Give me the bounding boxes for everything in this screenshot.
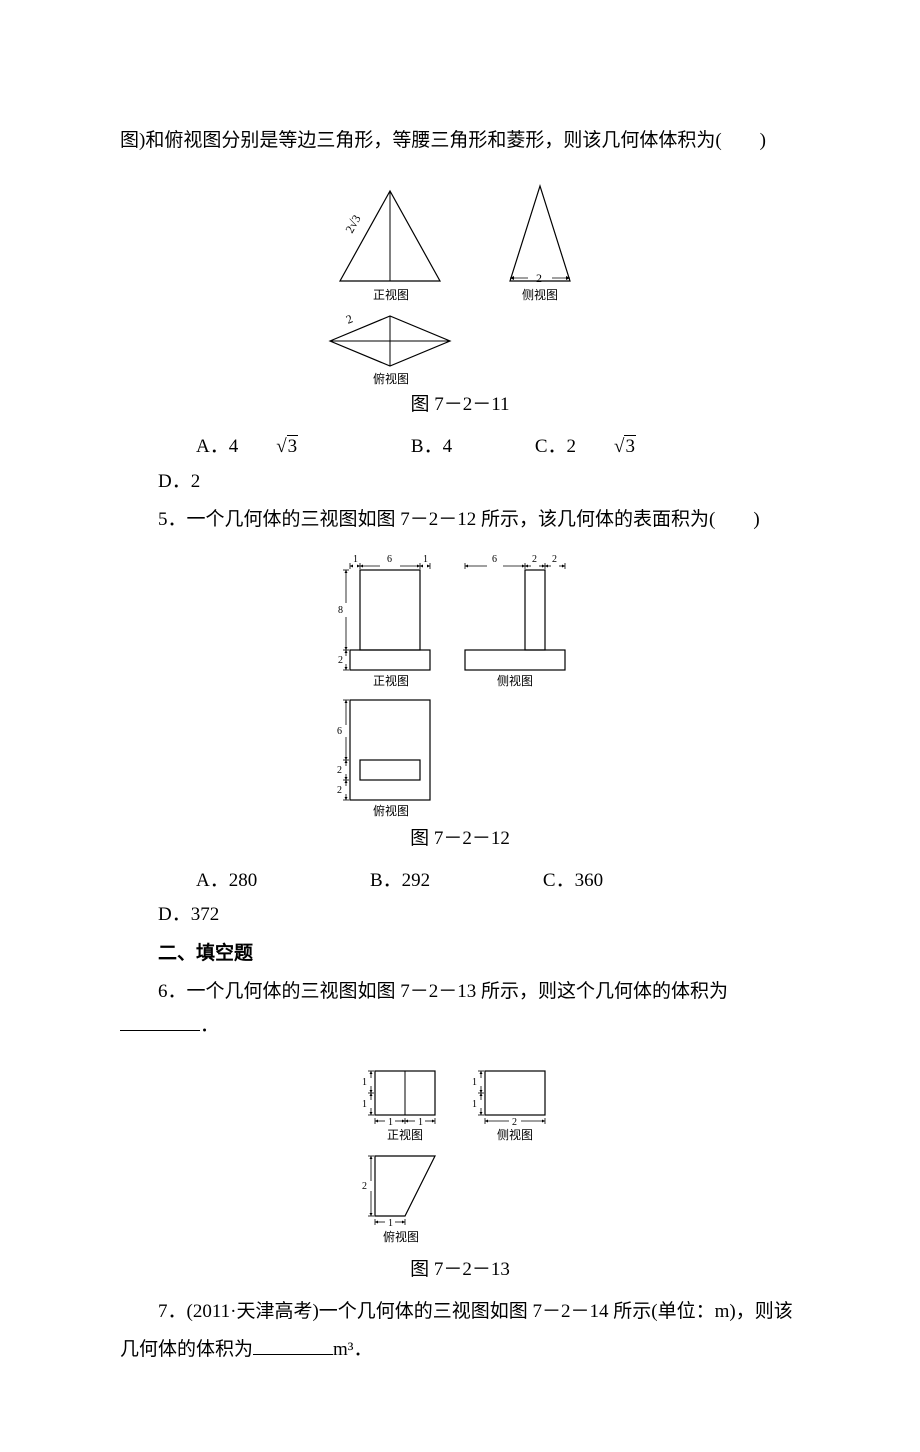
q7-prompt-line1: 7．(2011·天津高考)一个几何体的三视图如图 7－2－14 所示(单位：m)…	[120, 1295, 800, 1329]
q6-prompt-before: 一个几何体的三视图如图 7－2－13 所示，则这个几何体的体积为	[187, 981, 729, 1002]
q5-top-view: 6 2 2 俯视图	[337, 700, 430, 818]
q7-source: (2011·天津高考)	[187, 1301, 319, 1322]
q5-side-view: 6 2 2 侧视图	[465, 554, 565, 688]
q7-l2-after: m³．	[333, 1339, 372, 1360]
q5-front-view: 1 6 1 8 2 正视图	[338, 554, 430, 688]
svg-text:1: 1	[388, 1218, 393, 1229]
svg-text:1: 1	[418, 1117, 423, 1128]
svg-text:8: 8	[338, 605, 343, 616]
q7-l1: 一个几何体的三视图如图 7－2－14 所示(单位：m)，则该	[319, 1301, 793, 1322]
fig-7-2-13-caption: 图 7－2－13	[120, 1253, 800, 1287]
svg-text:1: 1	[362, 1077, 367, 1088]
q6-blank	[120, 1012, 200, 1031]
q6-side-view: 1 1 2 侧视图	[472, 1071, 545, 1142]
fig-7-2-13: 1 1 1 1 正视图 1 1	[120, 1051, 800, 1287]
svg-text:2: 2	[337, 765, 342, 776]
q6-top-view: 2 1 俯视图	[362, 1156, 435, 1244]
q4-top-label: 俯视图	[373, 371, 409, 386]
svg-text:1: 1	[472, 1099, 477, 1110]
fig-7-2-11: 2√3 正视图 2 侧视图 2 俯视图 图 7－2－11	[120, 166, 800, 422]
q4-opt-c: C．2√3	[497, 430, 636, 464]
q4-options: A．4√3 B．4 C．2√3 D．2	[120, 430, 800, 498]
q4-opt-a: A．4√3	[158, 430, 298, 464]
svg-text:1: 1	[423, 554, 428, 565]
q4-front-view: 2√3 正视图	[340, 191, 440, 302]
svg-text:2: 2	[512, 1117, 517, 1128]
q5-opt-a: A．280	[158, 864, 257, 898]
svg-text:6: 6	[387, 554, 392, 565]
q4-opt-d-val: 2	[191, 471, 201, 492]
q4-opt-b: B．4	[373, 430, 452, 464]
q5-opt-d: D．372	[120, 898, 219, 932]
q7-l2-before: 几何体的体积为	[120, 1339, 253, 1360]
q7-blank	[253, 1336, 333, 1355]
fig-7-2-12: 1 6 1 8 2 正视图	[120, 545, 800, 856]
svg-text:侧视图: 侧视图	[497, 1127, 533, 1142]
svg-text:2: 2	[337, 785, 342, 796]
q4-front-edge-label: 2√3	[342, 213, 363, 236]
svg-text:6: 6	[337, 726, 342, 737]
q4-top-edge-label: 2	[344, 312, 355, 327]
svg-text:1: 1	[353, 554, 358, 565]
q6-front-view: 1 1 1 1 正视图	[362, 1071, 435, 1142]
q6-prompt-after: ．	[200, 1015, 219, 1036]
svg-text:6: 6	[492, 554, 497, 565]
svg-text:侧视图: 侧视图	[497, 673, 533, 688]
q5-options: A．280 B．292 C．360 D．372	[120, 864, 800, 932]
q5-prompt-text: 一个几何体的三视图如图 7－2－12 所示，该几何体的表面积为( )	[187, 509, 760, 530]
svg-text:正视图: 正视图	[387, 1127, 423, 1142]
q4-side-view: 2 侧视图	[510, 186, 570, 302]
q4-front-label: 正视图	[373, 287, 409, 302]
svg-text:2: 2	[338, 655, 343, 666]
svg-text:2: 2	[552, 554, 557, 565]
svg-text:2: 2	[532, 554, 537, 565]
q4-opt-d: D．2	[120, 465, 200, 499]
q7-prompt-line2: 几何体的体积为 m³．	[120, 1333, 800, 1367]
svg-text:2: 2	[362, 1181, 367, 1192]
q5-opt-c: C．360	[505, 864, 603, 898]
q4-top-view: 2 俯视图	[330, 312, 450, 386]
svg-text:1: 1	[472, 1077, 477, 1088]
svg-text:1: 1	[362, 1099, 367, 1110]
q7-number: 7．	[158, 1301, 187, 1322]
q4-side-base-label: 2	[536, 271, 542, 285]
q5-number: 5．	[158, 509, 187, 530]
q5-opt-b: B．292	[332, 864, 430, 898]
q6-prompt: 6．一个几何体的三视图如图 7－2－13 所示，则这个几何体的体积为 ．	[120, 975, 800, 1043]
fig-7-2-12-caption: 图 7－2－12	[120, 822, 800, 856]
svg-text:1: 1	[388, 1117, 393, 1128]
q4-opt-b-val: 4	[443, 436, 453, 457]
svg-text:俯视图: 俯视图	[373, 803, 409, 818]
q5-prompt: 5．一个几何体的三视图如图 7－2－12 所示，该几何体的表面积为( )	[120, 503, 800, 537]
svg-text:正视图: 正视图	[373, 673, 409, 688]
q4-side-label: 侧视图	[522, 287, 558, 302]
fig-7-2-11-caption: 图 7－2－11	[120, 388, 800, 422]
q6-number: 6．	[158, 981, 187, 1002]
q4-prompt-continuation: 图)和俯视图分别是等边三角形，等腰三角形和菱形，则该几何体体积为( )	[120, 124, 800, 158]
svg-text:俯视图: 俯视图	[383, 1229, 419, 1244]
section-2-heading: 二、填空题	[120, 937, 800, 971]
